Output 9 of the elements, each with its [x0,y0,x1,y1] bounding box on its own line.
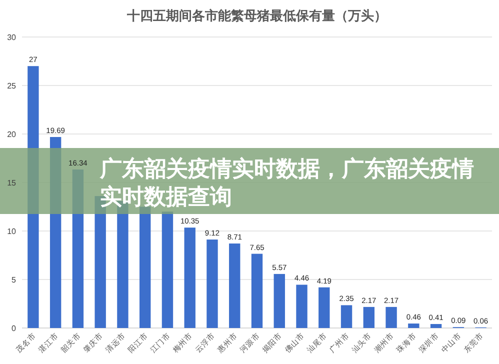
y-tick-label: 0 [12,324,17,333]
y-tick-label: 30 [7,33,17,42]
chart-title: 十四五期间各市能繁母猪最低保有量（万头） [126,8,387,23]
y-tick-label: 5 [12,276,17,284]
y-tick-label: 25 [7,82,17,90]
annotation: 广东韶关疫情实时数据，广东韶关疫情实时数据查询 [99,156,474,209]
y-tick-label: 15 [7,178,17,188]
y-tick-label: 20 [7,130,17,139]
y-tick-label: 10 [7,227,17,236]
